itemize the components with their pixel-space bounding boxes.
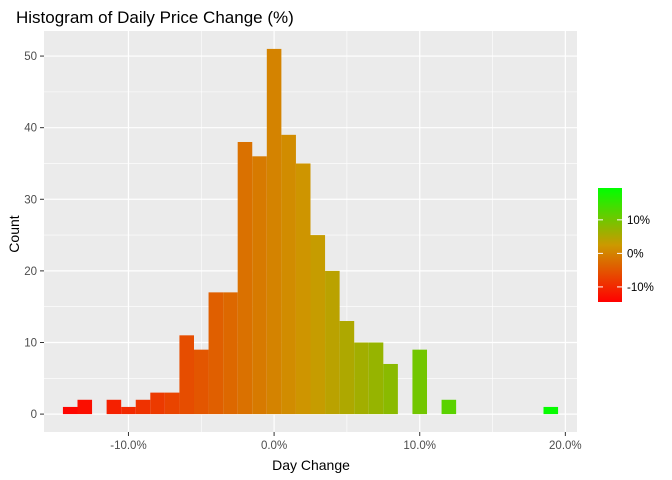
histogram-bar (441, 399, 457, 415)
histogram-bar (266, 48, 282, 415)
y-tick-label: 10 (24, 337, 37, 349)
x-tick-label: 20.0% (549, 440, 582, 452)
y-tick-label: 50 (24, 51, 37, 63)
histogram-bar (106, 399, 122, 415)
histogram-bar (383, 363, 398, 415)
histogram-bar (368, 342, 384, 415)
x-tick-label: 10.0% (403, 440, 436, 452)
legend-tick-label: 10% (627, 215, 650, 227)
x-axis-ticks: -10.0% 0.0% 10.0% 20.0% (110, 432, 582, 452)
histogram-bar (237, 141, 253, 415)
histogram-bar (412, 349, 428, 415)
y-tick-label: 0 (31, 409, 37, 421)
histogram-bar (164, 392, 180, 415)
histogram-bar (325, 270, 340, 415)
histogram-bar (223, 292, 238, 415)
histogram-bar (179, 335, 194, 415)
y-tick-label: 20 (24, 266, 37, 278)
x-tick-label: -10.0% (110, 440, 146, 452)
y-tick-label: 40 (24, 123, 37, 135)
y-tick-label: 30 (24, 194, 37, 206)
histogram-bar (310, 235, 326, 415)
color-legend: -10% 0% 10% (598, 188, 654, 302)
histogram-bar (77, 399, 93, 415)
histogram-bar (193, 349, 209, 415)
histogram-bar (62, 406, 78, 415)
y-axis-title: Count (6, 215, 22, 252)
x-tick-label: 0.0% (261, 440, 287, 452)
legend-tick-label: -10% (627, 282, 654, 294)
histogram-bar (339, 321, 355, 415)
histogram-bar (281, 134, 296, 415)
legend-color-bar (598, 188, 622, 302)
histogram-bar (121, 406, 136, 415)
y-axis-ticks: 0 10 20 30 40 50 (24, 51, 44, 421)
histogram-bar (354, 342, 369, 415)
histogram-bar (150, 392, 165, 415)
histogram-bar (543, 406, 559, 415)
x-axis-title: Day Change (272, 457, 350, 473)
legend-tick-label: 0% (627, 248, 644, 260)
histogram-bar (135, 399, 151, 415)
histogram-bars (62, 48, 559, 415)
histogram-bar (252, 156, 267, 415)
chart-title: Histogram of Daily Price Change (%) (16, 8, 294, 27)
histogram-bar (295, 163, 311, 415)
histogram-bar (208, 292, 224, 415)
